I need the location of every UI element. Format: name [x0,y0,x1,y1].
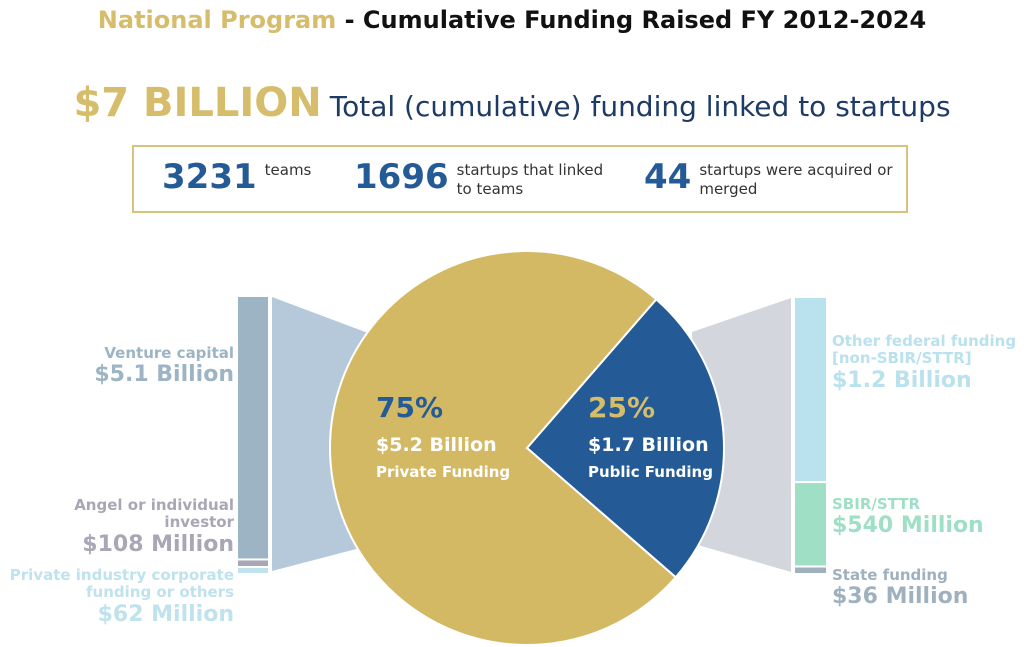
label-venture-capital: Venture capital $5.1 Billion [94,344,234,388]
stat-label: startups were acquired or merged [699,161,893,198]
pie-slice-private-funding [329,250,678,646]
segment-name: Angel or individual investor [74,496,234,532]
bar-segment-2 [238,568,268,573]
stat-acquired: 44 startups were acquired or merged [644,157,899,199]
segment-name: Venture capital [104,344,234,362]
label-state: State funding $36 Million [832,566,969,610]
label-sbir: SBIR/STTR $540 Million [832,495,984,539]
public-amount: $1.7 Billion [588,434,709,456]
stat-startups: 1696 startups that linked to teams [354,157,617,199]
headline-text: Total (cumulative) funding linked to sta… [329,90,951,123]
private-percent: 75% [376,391,444,424]
title-highlight: National Program [97,6,337,34]
stat-number: 44 [644,157,692,197]
segment-amount: $540 Million [832,513,984,539]
label-angel: Angel or individual investor $108 Million [14,496,234,557]
bar-segment-1 [795,483,826,566]
segment-name: Other federal funding [non-SBIR/STTR] [832,332,1017,368]
public-percent: 25% [588,391,656,424]
bar-segment-0 [795,298,826,482]
stat-number: 3231 [162,157,257,197]
headline-amount: $7 BILLION [73,80,322,126]
page-title: National Program - Cumulative Funding Ra… [0,6,1024,34]
stat-teams: 3231 teams [162,157,311,197]
stats-box: 3231 teams 1696 startups that linked to te… [132,145,908,213]
bar-segment-0 [238,297,268,559]
public-name: Public Funding [588,463,713,481]
private-name: Private Funding [376,463,511,481]
segment-name: SBIR/STTR [832,495,921,513]
private-amount: $5.2 Billion [376,434,497,456]
segment-amount: $36 Million [832,584,969,610]
segment-amount: $5.1 Billion [94,362,234,388]
bar-segment-2 [795,567,826,573]
label-private-industry: Private industry corporate funding or ot… [0,566,234,627]
title-rest: - Cumulative Funding Raised FY 2012-2024 [336,6,927,34]
stat-label: teams [264,161,312,179]
segment-name: Private industry corporate funding or ot… [9,566,234,602]
segment-name: State funding [832,566,948,584]
segment-amount: $1.2 Billion [832,367,972,393]
bar-segment-1 [238,560,268,566]
segment-amount: $62 Million [97,601,234,627]
pie-slice-public-funding [525,297,725,579]
label-other-federal: Other federal funding [non-SBIR/STTR] $1.… [832,332,1022,393]
segment-amount: $108 Million [82,531,234,557]
stat-label: startups that linked to teams [456,161,604,198]
headline: $7 BILLION Total (cumulative) funding lin… [0,80,1024,126]
stat-number: 1696 [354,157,449,197]
